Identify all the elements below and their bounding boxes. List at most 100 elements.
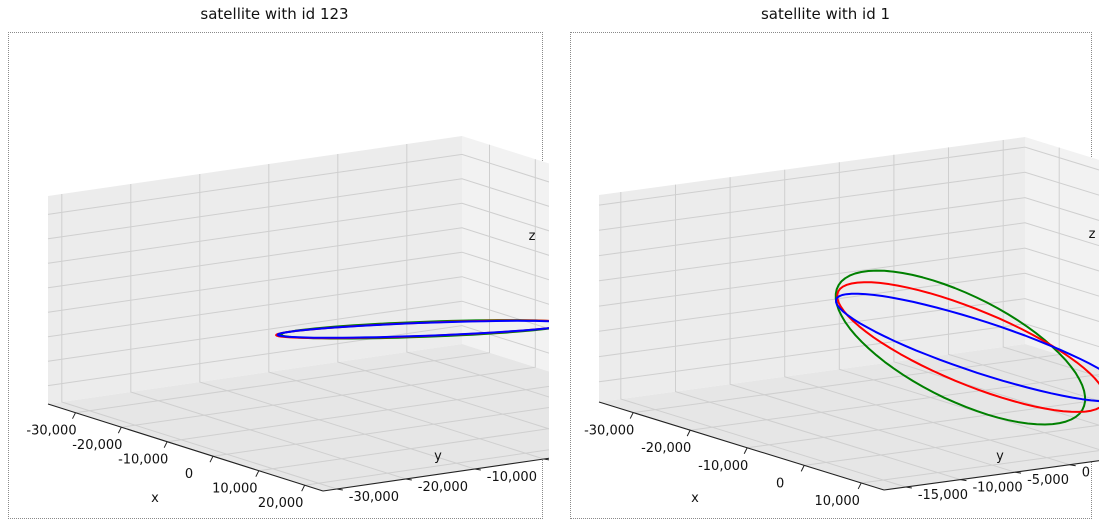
y-tick-label: 0: [1082, 466, 1090, 481]
gridline-z: [47, 300, 549, 362]
gridline-z: [598, 247, 1099, 307]
gridline-y: [784, 169, 1070, 466]
y-axis-line: [883, 460, 1099, 491]
chart-panel-right: satellite with id 1 -30,000 -20,000 -10,00…: [552, 0, 1099, 522]
x-tick: [255, 470, 260, 477]
gridline-y: [406, 144, 549, 398]
y-tick: [543, 458, 549, 461]
x-tick-label: -30,000: [26, 424, 76, 439]
gridline-x: [690, 374, 1099, 431]
y-tick-label: -10,000: [972, 481, 1022, 496]
y-tick: [336, 488, 343, 491]
gridline-y: [948, 147, 1099, 402]
gridline-y: [199, 174, 475, 470]
x-axis-line: [598, 401, 885, 491]
gridline-z: [598, 171, 1099, 231]
gridline-y: [675, 184, 961, 481]
back-pane-xz: [462, 136, 549, 372]
orbit-series-0: [834, 269, 1087, 426]
gridline-z: [47, 276, 549, 338]
gridline-z: [598, 197, 1099, 257]
gridline-z: [47, 325, 549, 387]
x-tick: [301, 484, 306, 492]
x-tick-label: -10,000: [698, 459, 748, 474]
gridline-z: [598, 298, 1099, 358]
chart-title-right: satellite with id 1: [760, 5, 891, 23]
gridline-z: [598, 323, 1099, 383]
floor-pane-xy: [599, 344, 1099, 490]
gridline-z: [598, 222, 1099, 282]
y-tick-label: -15,000: [918, 488, 968, 503]
x-tick: [163, 441, 168, 448]
y-tick: [960, 479, 967, 482]
x-tick-label: 10,000: [814, 494, 860, 509]
gridline-y: [1002, 140, 1099, 378]
gridline-z: [47, 227, 549, 289]
x-tick-label: 0: [776, 476, 784, 491]
x-tick: [117, 426, 122, 434]
orbit-series-2: [276, 319, 549, 339]
gridline-z: [47, 178, 549, 240]
y-tick-label: -20,000: [418, 480, 468, 495]
gridline-z: [47, 251, 549, 313]
gridline-z: [598, 272, 1099, 332]
x-tick-label: -20,000: [72, 438, 122, 453]
y-tick: [474, 468, 481, 471]
x-tick-label: 0: [185, 467, 193, 482]
gridline-x: [304, 449, 549, 486]
y-axis-line: [322, 457, 549, 492]
gridline-y: [729, 177, 1016, 473]
gridline-y: [893, 154, 1099, 426]
orbit-series-1: [836, 281, 1099, 413]
z-axis-label: z: [529, 229, 536, 244]
gridline-y: [838, 162, 1099, 451]
z-axis-label: z: [1089, 227, 1096, 242]
gridline-x: [861, 450, 1099, 484]
x-tick: [629, 412, 634, 419]
x-axis-label: x: [151, 491, 159, 506]
gridline-y: [268, 164, 544, 460]
gridline-x: [75, 144, 490, 414]
gridline-x: [121, 159, 536, 428]
x-tick-label: -10,000: [118, 453, 168, 468]
gridline-x: [258, 428, 549, 472]
back-pane-xz: [1025, 137, 1099, 367]
y-tick-label: -30,000: [349, 490, 399, 505]
x-tick: [800, 465, 805, 472]
y-tick: [1069, 464, 1076, 467]
y-tick: [405, 478, 412, 481]
gridline-z: [47, 153, 549, 215]
gridline-y: [130, 184, 406, 480]
orbit-series-2: [835, 292, 1099, 403]
x-tick: [686, 429, 691, 437]
x-axis-line: [47, 403, 324, 492]
gridline-x: [212, 406, 549, 457]
x-axis-label: x: [691, 491, 699, 506]
gridline-z: [598, 146, 1099, 206]
chart-right: -30,000 -20,000 -10,000 0 10,000 -15,000 -10,0…: [584, 137, 1099, 509]
gridline-y: [620, 192, 906, 488]
y-tick: [905, 486, 912, 489]
gridline-x: [747, 399, 1099, 449]
floor-pane-xy: [48, 344, 549, 491]
y-axis-label: y: [434, 449, 442, 464]
side-pane-yz: [599, 137, 1025, 402]
gridline-y: [337, 154, 549, 430]
gridline-z: [47, 202, 549, 264]
x-tick: [72, 412, 76, 419]
y-axis-label: y: [996, 449, 1004, 464]
x-tick-label: 10,000: [212, 482, 258, 497]
x-tick: [857, 482, 862, 490]
y-tick-label: -5,000: [1027, 473, 1069, 488]
gridline-y: [61, 194, 337, 490]
gridline-x: [167, 385, 549, 443]
y-tick-label: -10,000: [487, 470, 537, 485]
x-tick-label: 20,000: [258, 496, 304, 511]
gridline-x: [804, 424, 1099, 466]
x-tick-label: -30,000: [584, 424, 634, 439]
chart-title-left: satellite with id 123: [200, 5, 349, 23]
chart-panel-left: satellite with id 123 -30,000 -20,000 -10,…: [0, 0, 549, 522]
x-tick-label: -20,000: [641, 441, 691, 456]
x-tick: [743, 447, 748, 454]
x-tick: [209, 455, 214, 463]
